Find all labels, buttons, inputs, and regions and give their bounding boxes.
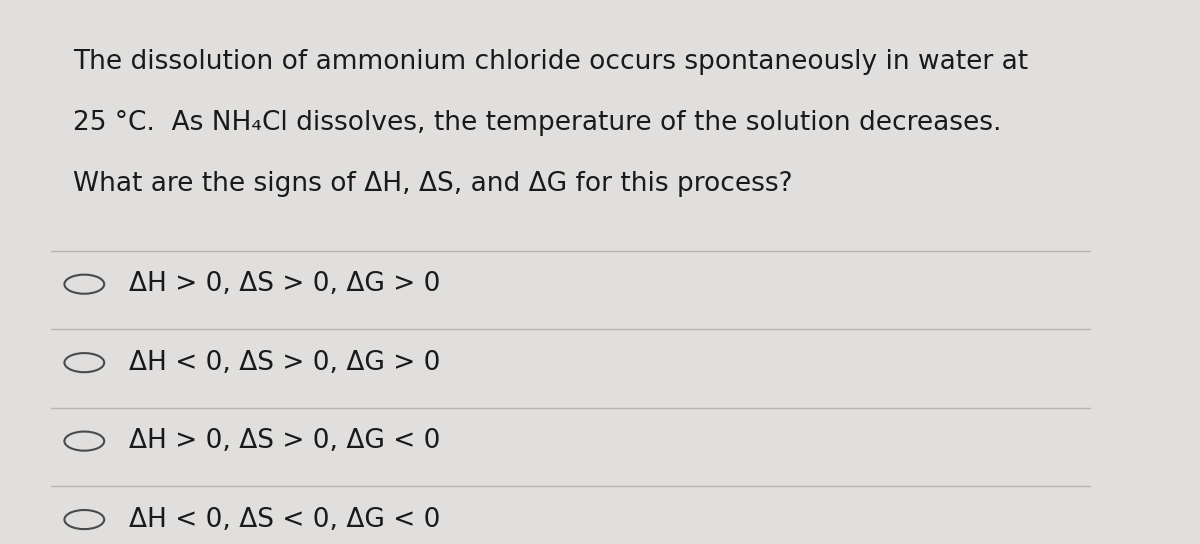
Text: ΔH > 0, ΔS > 0, ΔG < 0: ΔH > 0, ΔS > 0, ΔG < 0 <box>128 428 440 454</box>
Text: The dissolution of ammonium chloride occurs spontaneously in water at: The dissolution of ammonium chloride occ… <box>73 50 1028 76</box>
Text: 25 °C.  As NH₄Cl dissolves, the temperature of the solution decreases.: 25 °C. As NH₄Cl dissolves, the temperatu… <box>73 110 1002 137</box>
Text: ΔH < 0, ΔS < 0, ΔG < 0: ΔH < 0, ΔS < 0, ΔG < 0 <box>128 506 440 533</box>
Text: What are the signs of ΔH, ΔS, and ΔG for this process?: What are the signs of ΔH, ΔS, and ΔG for… <box>73 171 793 197</box>
Text: ΔH > 0, ΔS > 0, ΔG > 0: ΔH > 0, ΔS > 0, ΔG > 0 <box>128 271 440 297</box>
Text: ΔH < 0, ΔS > 0, ΔG > 0: ΔH < 0, ΔS > 0, ΔG > 0 <box>128 350 440 376</box>
